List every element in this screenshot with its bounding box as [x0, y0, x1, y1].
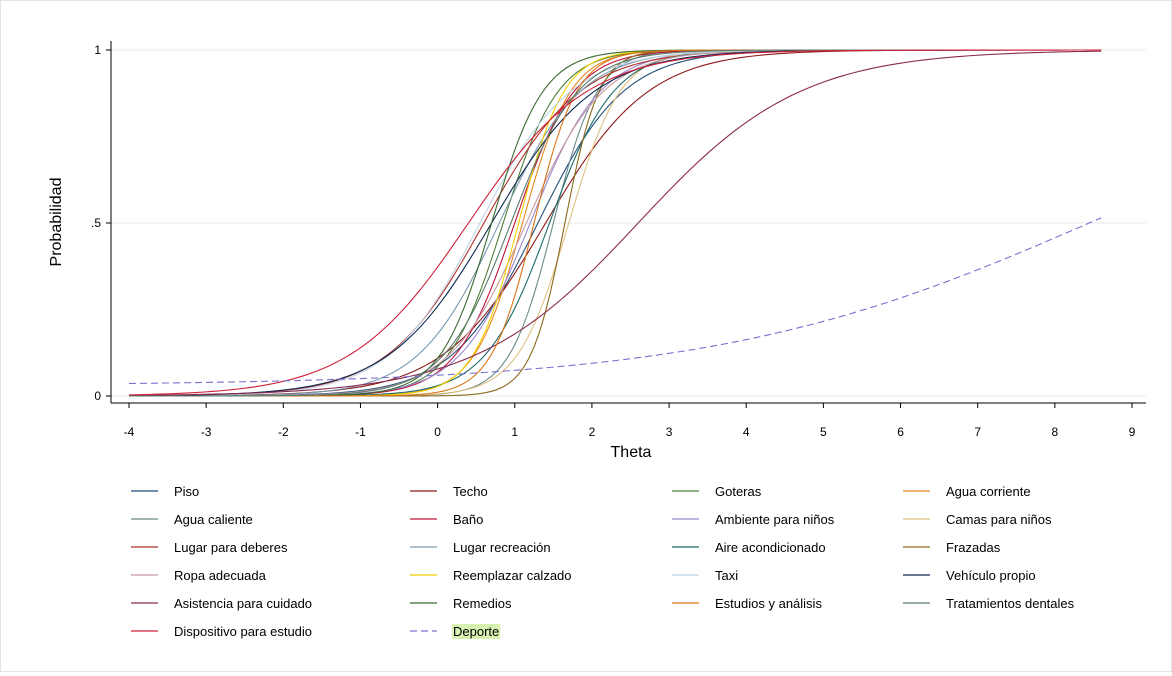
curve-20	[128, 49, 1102, 396]
legend-label-9: Lugar recreación	[453, 540, 551, 555]
legend-item-11: Frazadas	[903, 540, 1001, 555]
legend-label-11: Frazadas	[946, 540, 1001, 555]
legend-highlight-21	[452, 624, 501, 639]
y-axis-title: Probabilidad	[48, 178, 65, 267]
x-tick-label-8: 4	[743, 425, 750, 439]
legend-label-20: Dispositivo para estudio	[174, 624, 312, 639]
legend-item-10: Aire acondicionado	[672, 540, 826, 555]
legend-label-6: Ambiente para niños	[715, 512, 835, 527]
legend-label-4: Agua caliente	[174, 512, 253, 527]
legend-item-16: Asistencia para cuidado	[131, 596, 312, 611]
x-tick-label-10: 6	[897, 425, 904, 439]
x-tick-label-2: -2	[278, 425, 289, 439]
legend-item-4: Agua caliente	[131, 512, 253, 527]
legend-item-0: Piso	[131, 484, 199, 499]
legend-item-14: Taxi	[672, 568, 738, 583]
x-tick-label-6: 2	[589, 425, 596, 439]
y-tick-label-2: 1	[94, 43, 101, 57]
legend-label-10: Aire acondicionado	[715, 540, 826, 555]
legend-item-5: Baño	[410, 512, 483, 527]
legend-label-15: Vehículo propio	[946, 568, 1036, 583]
legend-label-0: Piso	[174, 484, 199, 499]
x-tick-label-7: 3	[666, 425, 673, 439]
x-axis-title: Theta	[611, 444, 652, 461]
legend: Piso Techo Goteras Agua corriente Agua calie…	[131, 484, 1075, 639]
legend-label-5: Baño	[453, 512, 483, 527]
legend-label-21: Deporte	[453, 624, 499, 639]
legend-label-8: Lugar para deberes	[174, 540, 288, 555]
legend-label-16: Asistencia para cuidado	[174, 596, 312, 611]
legend-label-1: Techo	[453, 484, 488, 499]
y-tick-label-0: 0	[94, 389, 101, 403]
legend-label-2: Goteras	[715, 484, 762, 499]
x-tick-label-0: -4	[124, 425, 135, 439]
legend-label-17: Remedios	[453, 596, 512, 611]
tick-labels: 0 .5 1 -4 -3 -2 -1 0 1 2 3 4 5 6 7 8 9	[91, 43, 1136, 439]
x-tick-label-11: 7	[974, 425, 981, 439]
legend-item-18: Estudios y análisis	[672, 596, 822, 611]
legend-item-20: Dispositivo para estudio	[131, 624, 312, 639]
x-tick-label-3: -1	[355, 425, 366, 439]
legend-item-8: Lugar para deberes	[131, 540, 288, 555]
legend-label-18: Estudios y análisis	[715, 596, 822, 611]
legend-item-17: Remedios	[410, 596, 512, 611]
y-tick-label-1: .5	[91, 216, 101, 230]
legend-item-3: Agua corriente	[903, 484, 1031, 499]
x-tick-label-12: 8	[1052, 425, 1059, 439]
x-tick-label-13: 9	[1129, 425, 1136, 439]
x-tick-label-9: 5	[820, 425, 827, 439]
curve-21	[128, 217, 1102, 385]
curves	[128, 49, 1102, 397]
legend-label-3: Agua corriente	[946, 484, 1031, 499]
legend-item-9: Lugar recreación	[410, 540, 551, 555]
legend-item-7: Camas para niños	[903, 512, 1052, 527]
x-tick-label-4: 0	[434, 425, 441, 439]
legend-item-15: Vehículo propio	[903, 568, 1036, 583]
gridlines	[111, 49, 1146, 397]
legend-item-2: Goteras	[672, 484, 762, 499]
legend-label-19: Tratamientos dentales	[946, 596, 1075, 611]
legend-item-1: Techo	[410, 484, 488, 499]
legend-item-19: Tratamientos dentales	[903, 596, 1075, 611]
legend-item-6: Ambiente para niños	[672, 512, 835, 527]
legend-label-13: Reemplazar calzado	[453, 568, 572, 583]
axes	[106, 41, 1146, 408]
legend-item-12: Ropa adecuada	[131, 568, 267, 583]
legend-label-12: Ropa adecuada	[174, 568, 267, 583]
legend-item-21: Deporte	[410, 624, 501, 639]
x-tick-label-1: -3	[201, 425, 212, 439]
x-tick-label-5: 1	[511, 425, 518, 439]
curve-16	[128, 50, 1102, 396]
legend-label-7: Camas para niños	[946, 512, 1052, 527]
legend-item-13: Reemplazar calzado	[410, 568, 572, 583]
legend-label-14: Taxi	[715, 568, 738, 583]
